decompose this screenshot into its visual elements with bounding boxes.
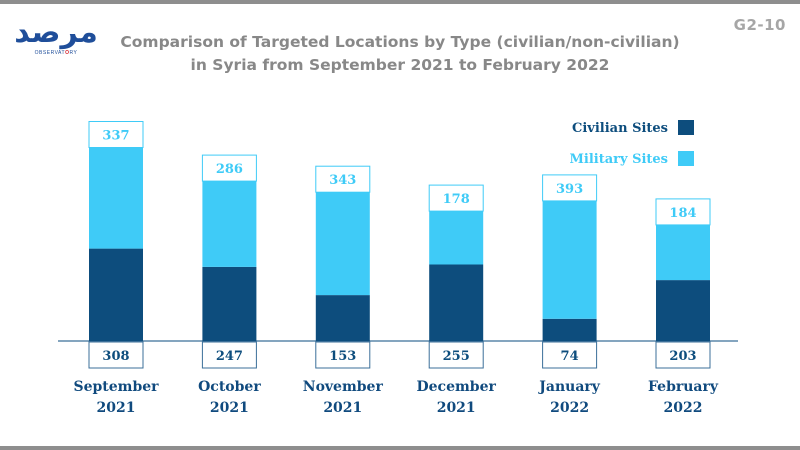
legend-label-military: Military Sites — [570, 152, 668, 167]
label-box-civilian-2 — [315, 341, 371, 369]
label-box-civilian-5 — [655, 341, 711, 369]
label-box-military-4 — [542, 174, 598, 202]
bar-military-2 — [315, 192, 370, 296]
chart-title: Comparison of Targeted Locations by Type… — [120, 31, 680, 77]
bar-military-3 — [429, 211, 484, 265]
label-box-civilian-4 — [542, 341, 598, 369]
label-civilian-2: 153 — [329, 349, 356, 364]
label-box-military-2 — [315, 165, 371, 193]
category-label-month-4: January — [537, 379, 601, 395]
label-military-2: 343 — [329, 173, 356, 188]
chart-title-line-1: Comparison of Targeted Locations by Type… — [120, 33, 680, 51]
label-civilian-1: 247 — [216, 349, 243, 364]
category-label-year-3: 2021 — [437, 400, 476, 416]
observatory-logo: مرصد OBSERVATORY — [14, 15, 100, 62]
category-label-year-0: 2021 — [97, 400, 136, 416]
category-label-month-3: December — [417, 379, 497, 395]
label-box-military-1 — [201, 154, 257, 182]
label-civilian-0: 308 — [102, 349, 129, 364]
label-military-3: 178 — [443, 192, 470, 207]
category-label-year-4: 2022 — [550, 400, 589, 416]
category-label-month-2: November — [303, 379, 384, 395]
category-label-month-5: February — [648, 379, 719, 395]
label-box-civilian-3 — [428, 341, 484, 369]
label-military-5: 184 — [669, 206, 696, 221]
bar-civilian-1 — [202, 266, 257, 341]
top-border — [0, 0, 800, 4]
category-label-year-2: 2021 — [323, 400, 362, 416]
label-box-civilian-1 — [201, 341, 257, 369]
bar-civilian-2 — [315, 295, 370, 341]
legend-label-civilian: Civilian Sites — [572, 121, 668, 136]
label-box-civilian-0 — [88, 341, 144, 369]
bar-civilian-5 — [656, 280, 710, 341]
bar-civilian-3 — [429, 264, 484, 341]
category-label-month-1: October — [198, 379, 261, 395]
label-military-4: 393 — [556, 182, 583, 197]
bottom-border — [0, 446, 800, 450]
bar-military-1 — [202, 181, 257, 267]
logo-subtitle: OBSERVATORY — [34, 50, 78, 56]
category-label-year-5: 2022 — [664, 400, 703, 416]
chart-code: G2-10 — [733, 16, 786, 34]
legend-swatch-civilian — [678, 120, 694, 135]
label-military-0: 337 — [102, 129, 129, 144]
bar-military-5 — [656, 224, 710, 281]
chart-title-line-2: in Syria from September 2021 to February… — [190, 56, 610, 74]
label-civilian-5: 203 — [669, 349, 696, 364]
category-label-year-1: 2021 — [210, 400, 249, 416]
category-label-month-0: September — [73, 379, 159, 395]
logo-script: مرصد — [14, 15, 100, 50]
bar-military-0 — [89, 147, 143, 249]
label-civilian-4: 74 — [561, 349, 579, 364]
bar-civilian-4 — [542, 318, 597, 341]
bar-military-4 — [542, 200, 597, 319]
legend-swatch-military — [678, 151, 694, 166]
bar-civilian-0 — [89, 248, 143, 341]
label-box-military-5 — [655, 198, 711, 226]
label-box-military-0 — [88, 121, 144, 148]
label-military-1: 286 — [216, 162, 243, 177]
label-civilian-3: 255 — [443, 349, 470, 364]
label-box-military-3 — [428, 184, 484, 212]
